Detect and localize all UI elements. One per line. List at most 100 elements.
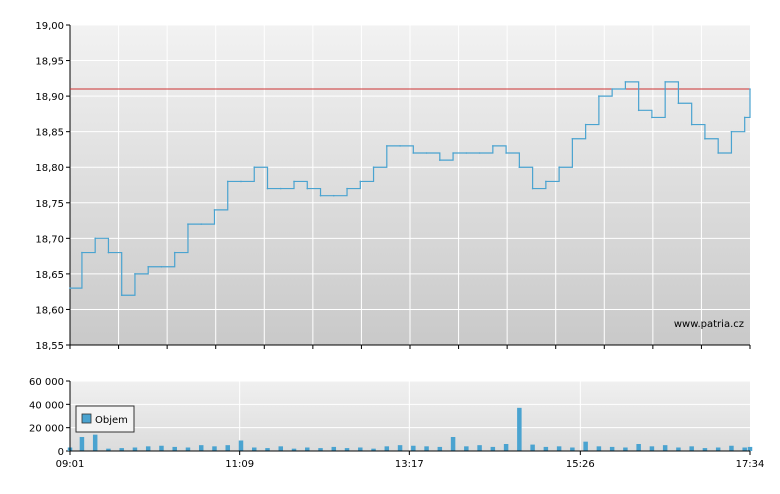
volume-y-tick-label: 40 000 xyxy=(29,400,64,411)
volume-bar xyxy=(490,446,496,451)
volume-bar xyxy=(358,447,363,451)
volume-panel: 60 000 40 000 20 000 009:01 11:09 13:17 15:26 1… xyxy=(29,377,764,470)
volume-bar xyxy=(371,448,376,451)
volume-x-tick-label: 13:17 xyxy=(395,459,424,470)
volume-bar xyxy=(530,444,535,451)
legend-swatch xyxy=(81,413,92,424)
price-data-point xyxy=(452,152,454,154)
volume-bar xyxy=(79,437,85,451)
volume-y-tick-label: 20 000 xyxy=(29,424,64,435)
volume-bar xyxy=(411,445,416,451)
price-data-point xyxy=(598,95,600,97)
price-data-point xyxy=(147,265,150,268)
price-data-point xyxy=(664,81,666,83)
volume-x-tick-label: 09:01 xyxy=(56,459,85,470)
price-data-point xyxy=(173,251,176,254)
price-y-tick-label: 18,90 xyxy=(35,92,64,103)
volume-bar xyxy=(92,434,98,451)
volume-bar xyxy=(198,445,204,451)
price-data-point xyxy=(94,237,96,240)
volume-bar xyxy=(702,448,708,451)
price-y-tick-label: 18,95 xyxy=(35,57,64,68)
price-series-line xyxy=(70,81,751,296)
volume-bar xyxy=(132,447,138,451)
volume-bar xyxy=(119,448,124,451)
volume-bar xyxy=(238,440,244,451)
price-y-tick-label: 18,75 xyxy=(35,199,64,210)
price-data-point xyxy=(81,251,83,254)
price-y-tick-label: 19,00 xyxy=(35,21,64,32)
price-data-point xyxy=(677,102,680,105)
price-data-point xyxy=(69,287,71,289)
legend-label: Objem xyxy=(95,415,128,426)
volume-bar xyxy=(344,448,350,451)
price-data-point xyxy=(187,223,189,225)
price-data-point xyxy=(505,152,507,154)
volume-bar xyxy=(689,446,694,451)
price-data-point xyxy=(306,187,309,190)
volume-x-tick-label: 17:34 xyxy=(736,459,765,470)
price-data-point xyxy=(279,187,282,190)
price-data-point xyxy=(200,223,203,225)
volume-bar xyxy=(729,445,734,451)
price-y-tick-label: 18,65 xyxy=(35,270,64,281)
volume-bar xyxy=(583,441,588,451)
price-data-point xyxy=(651,116,653,119)
volume-bar xyxy=(649,446,655,451)
volume-y-tick-label: 0 xyxy=(58,447,64,458)
volume-bar xyxy=(636,444,641,451)
volume-bar xyxy=(384,446,390,451)
volume-y-tick-label: 60 000 xyxy=(29,377,64,388)
price-data-point xyxy=(439,159,441,161)
volume-bar xyxy=(517,407,522,451)
price-data-point xyxy=(372,166,375,169)
volume-bar xyxy=(265,448,270,451)
price-data-point xyxy=(743,116,746,119)
volume-bar xyxy=(185,447,191,451)
price-data-point xyxy=(545,180,547,183)
volume-bar xyxy=(747,446,753,451)
price-data-point xyxy=(134,273,136,275)
price-data-point xyxy=(253,166,256,169)
watermark-text: www.patria.cz xyxy=(674,319,744,330)
price-data-point xyxy=(730,130,733,133)
volume-bar xyxy=(742,447,747,451)
price-data-point xyxy=(266,187,269,190)
price-data-point xyxy=(531,187,534,190)
price-y-tick-label: 18,80 xyxy=(35,163,64,174)
volume-bar xyxy=(715,447,721,451)
price-data-point xyxy=(465,152,468,154)
price-data-point xyxy=(637,109,640,112)
volume-bar xyxy=(450,437,456,451)
volume-bar xyxy=(676,447,681,451)
price-data-point xyxy=(558,166,560,169)
volume-plot-background xyxy=(70,381,750,451)
volume-legend: Objem xyxy=(75,405,135,433)
price-data-point xyxy=(478,152,481,154)
price-data-point xyxy=(226,180,229,183)
price-data-point xyxy=(213,209,216,211)
price-data-point xyxy=(704,137,706,140)
volume-bar xyxy=(145,446,151,451)
volume-bar xyxy=(159,445,164,451)
price-data-point xyxy=(107,251,110,254)
price-data-point xyxy=(584,123,587,126)
price-data-point xyxy=(319,194,322,197)
price-panel: 19,00 18,95 18,90 18,85 18,80 18,75 18,70 18,65… xyxy=(35,21,751,352)
volume-x-tick-label: 15:26 xyxy=(566,459,595,470)
volume-bar xyxy=(477,445,482,451)
volume-bar xyxy=(172,446,177,451)
price-data-point xyxy=(240,180,242,183)
price-data-point xyxy=(571,137,574,140)
price-data-point xyxy=(332,194,335,197)
volume-bar xyxy=(225,445,230,451)
price-data-point xyxy=(399,145,401,147)
price-y-tick-label: 18,85 xyxy=(35,128,64,139)
volume-bar xyxy=(291,448,297,451)
price-data-point xyxy=(120,294,123,297)
volume-bar xyxy=(570,447,575,451)
volume-bar xyxy=(609,446,615,451)
volume-bar xyxy=(464,446,469,451)
